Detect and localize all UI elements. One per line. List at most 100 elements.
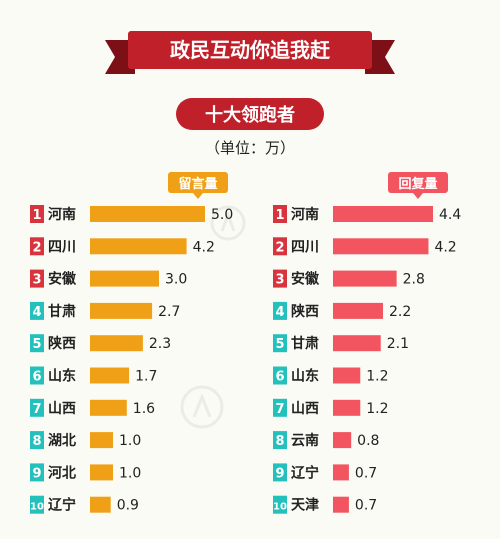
rank-number: 1 <box>32 208 41 223</box>
bar <box>90 335 143 352</box>
bar-row: 5 陕西 2.3 <box>30 334 171 353</box>
series-tag-bg <box>168 172 228 193</box>
bar <box>333 238 429 255</box>
rank-number: 3 <box>275 273 284 288</box>
province-label: 陕西 <box>48 335 76 352</box>
bar <box>333 270 397 287</box>
rank-number: 6 <box>275 370 284 385</box>
messages-panel: 留言量 1 河南 5.0 2 四川 4.2 3 安徽 3.0 4 甘肃 2.7 5 陕西 2.3 6 山东 1.7 7… <box>30 172 233 514</box>
province-label: 甘肃 <box>48 303 76 320</box>
value-label: 4.2 <box>193 239 215 255</box>
rank-badge <box>30 269 44 288</box>
bar <box>90 496 111 513</box>
people-logo-icon <box>180 385 224 429</box>
rank-badge <box>273 463 287 482</box>
banner-ribbon-left <box>105 40 135 74</box>
bar <box>333 367 361 384</box>
province-label: 山西 <box>291 401 319 417</box>
banner-body <box>128 31 372 69</box>
rank-badge <box>30 398 44 417</box>
bar-row: 1 河南 5.0 <box>30 205 233 223</box>
subtitle-pill-bg <box>176 98 324 130</box>
rank-number: 1 <box>275 208 284 223</box>
province-label: 山西 <box>48 401 76 417</box>
rank-number: 9 <box>275 466 284 481</box>
rank-badge <box>30 366 44 385</box>
value-label: 1.6 <box>133 401 155 417</box>
series-tag: 回复量 <box>388 172 448 199</box>
province-label: 辽宁 <box>291 464 319 481</box>
bar <box>90 367 130 384</box>
province-label: 安徽 <box>48 271 77 288</box>
province-label: 河北 <box>48 464 76 481</box>
rank-number: 7 <box>275 402 284 417</box>
value-label: 2.2 <box>389 304 411 320</box>
subtitle: 十大领跑者 <box>205 104 295 126</box>
value-label: 2.7 <box>158 304 180 320</box>
bar <box>333 399 361 416</box>
province-label: 云南 <box>291 432 319 449</box>
bar <box>333 335 381 352</box>
value-label: 1.0 <box>119 433 141 449</box>
rank-badge <box>30 334 44 353</box>
rank-number: 2 <box>32 240 41 255</box>
value-label: 0.7 <box>355 498 377 514</box>
value-label: 1.7 <box>135 369 157 385</box>
bar <box>333 496 349 513</box>
value-label: 2.3 <box>149 336 171 352</box>
bar <box>90 399 127 416</box>
value-label: 1.2 <box>366 401 388 417</box>
rank-number: 6 <box>32 370 41 385</box>
unit-note: （单位：万） <box>205 139 295 157</box>
bar-row: 7 山西 1.6 <box>30 398 155 417</box>
province-label: 天津 <box>291 497 319 514</box>
province-label: 安徽 <box>291 271 320 288</box>
value-label: 1.0 <box>119 465 141 481</box>
bar-row: 2 四川 4.2 <box>30 237 215 256</box>
subtitle-pill: 十大领跑者 <box>176 98 324 130</box>
series-tag: 留言量 <box>168 172 228 199</box>
rank-number: 8 <box>275 434 284 449</box>
province-label: 甘肃 <box>291 335 319 352</box>
province-label: 辽宁 <box>48 497 76 514</box>
value-label: 4.2 <box>434 239 456 255</box>
value-label: 0.7 <box>355 465 377 481</box>
value-label: 4.4 <box>439 207 461 223</box>
rank-badge <box>273 237 287 256</box>
rank-number: 3 <box>32 273 41 288</box>
bar <box>90 464 113 481</box>
bar-row: 8 云南 0.8 <box>273 431 379 450</box>
rank-number: 2 <box>275 240 284 255</box>
rank-badge <box>273 366 287 385</box>
rank-badge <box>273 431 287 450</box>
value-label: 2.1 <box>387 336 409 352</box>
title-banner: 政民互动你追我赶 <box>105 31 395 74</box>
bar-row: 4 陕西 2.2 <box>273 301 411 320</box>
bar <box>333 206 433 222</box>
rank-number: 8 <box>32 434 41 449</box>
rank-badge <box>30 205 44 223</box>
province-label: 河南 <box>291 206 319 223</box>
province-label: 陕西 <box>291 303 319 320</box>
province-label: 湖北 <box>48 433 76 449</box>
bar-row: 5 甘肃 2.1 <box>273 334 409 353</box>
rank-number: 4 <box>275 305 284 320</box>
banner-ribbon-right <box>365 40 395 74</box>
bar <box>333 302 383 319</box>
rank-number: 5 <box>32 337 41 352</box>
value-label: 1.2 <box>366 369 388 385</box>
bar-row: 1 河南 4.4 <box>273 205 461 223</box>
rank-badge <box>30 301 44 320</box>
rank-badge <box>273 398 287 417</box>
province-label: 河南 <box>48 206 76 223</box>
value-label: 0.9 <box>117 498 139 514</box>
series-tag-pointer <box>193 193 203 199</box>
rank-number: 5 <box>275 337 284 352</box>
bar <box>333 432 352 449</box>
value-label: 3.0 <box>165 272 187 288</box>
bar-row: 8 湖北 1.0 <box>30 431 141 450</box>
rank-number: 9 <box>32 466 41 481</box>
value-label: 2.8 <box>403 272 425 288</box>
series-title: 回复量 <box>398 176 437 192</box>
